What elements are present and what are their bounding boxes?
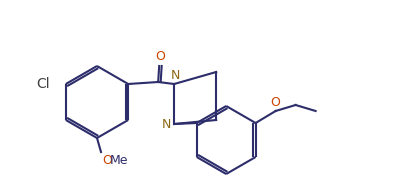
Text: N: N bbox=[162, 118, 171, 131]
Text: O: O bbox=[155, 50, 165, 63]
Text: Cl: Cl bbox=[36, 77, 50, 91]
Text: Me: Me bbox=[110, 154, 129, 167]
Text: N: N bbox=[170, 69, 180, 82]
Text: O: O bbox=[102, 154, 112, 167]
Text: O: O bbox=[271, 96, 281, 109]
